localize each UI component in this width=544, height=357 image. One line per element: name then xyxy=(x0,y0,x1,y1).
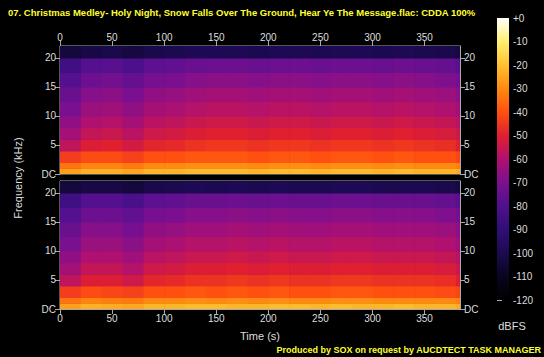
svg-text:10: 10 xyxy=(464,245,476,256)
svg-text:250: 250 xyxy=(312,313,329,324)
svg-text:Frequency (kHz): Frequency (kHz) xyxy=(12,137,24,218)
svg-text:250: 250 xyxy=(312,32,329,43)
svg-text:-30: -30 xyxy=(513,83,528,94)
svg-text:20: 20 xyxy=(464,52,476,63)
svg-text:10: 10 xyxy=(45,110,57,121)
svg-text:50: 50 xyxy=(107,313,119,324)
svg-text:150: 150 xyxy=(208,32,225,43)
svg-text:20: 20 xyxy=(45,52,57,63)
svg-text:-120: -120 xyxy=(513,295,533,306)
svg-text:15: 15 xyxy=(45,81,57,92)
svg-text:15: 15 xyxy=(464,81,476,92)
svg-text:-100: -100 xyxy=(513,248,533,259)
svg-text:-60: -60 xyxy=(513,154,528,165)
svg-text:150: 150 xyxy=(208,313,225,324)
svg-text:50: 50 xyxy=(107,32,119,43)
svg-text:20: 20 xyxy=(45,187,57,198)
svg-text:-20: -20 xyxy=(513,60,528,71)
svg-text:0: 0 xyxy=(57,313,63,324)
svg-text:Produced by SOX on request by: Produced by SOX on request by AUCDTECT T… xyxy=(276,345,541,355)
svg-text:100: 100 xyxy=(156,313,173,324)
svg-text:15: 15 xyxy=(464,216,476,227)
svg-text:5: 5 xyxy=(50,139,56,150)
svg-text:20: 20 xyxy=(464,187,476,198)
svg-text:-90: -90 xyxy=(513,224,528,235)
svg-text:DC: DC xyxy=(464,304,478,315)
svg-text:-80: -80 xyxy=(513,201,528,212)
svg-text:+0: +0 xyxy=(513,13,525,24)
svg-text:5: 5 xyxy=(464,274,470,285)
svg-text:5: 5 xyxy=(50,274,56,285)
svg-text:DC: DC xyxy=(42,304,56,315)
svg-text:300: 300 xyxy=(364,32,381,43)
svg-text:10: 10 xyxy=(464,110,476,121)
svg-text:DC: DC xyxy=(42,169,56,180)
svg-text:dBFS: dBFS xyxy=(498,320,526,332)
svg-text:0: 0 xyxy=(57,32,63,43)
svg-text:200: 200 xyxy=(260,32,277,43)
svg-text:350: 350 xyxy=(416,32,433,43)
svg-text:-70: -70 xyxy=(513,177,528,188)
svg-text:10: 10 xyxy=(45,245,57,256)
svg-text:200: 200 xyxy=(260,313,277,324)
svg-text:-110: -110 xyxy=(513,271,533,282)
svg-text:-40: -40 xyxy=(513,107,528,118)
svg-text:07. Christmas Medley- Holy Nig: 07. Christmas Medley- Holy Night, Snow F… xyxy=(8,7,476,18)
svg-text:100: 100 xyxy=(156,32,173,43)
svg-text:300: 300 xyxy=(364,313,381,324)
svg-text:350: 350 xyxy=(416,313,433,324)
svg-text:DC: DC xyxy=(464,169,478,180)
svg-text:-10: -10 xyxy=(513,36,528,47)
svg-text:15: 15 xyxy=(45,216,57,227)
svg-text:5: 5 xyxy=(464,139,470,150)
svg-text:Time (s): Time (s) xyxy=(240,330,280,342)
svg-text:-50: -50 xyxy=(513,130,528,141)
